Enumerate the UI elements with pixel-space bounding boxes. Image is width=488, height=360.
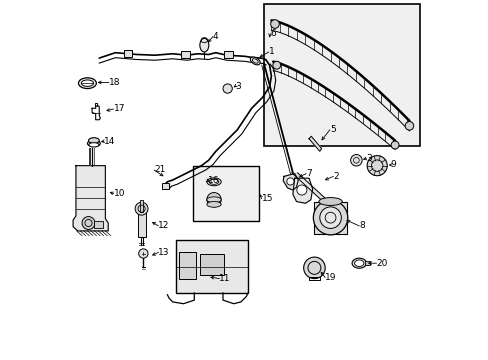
Text: 5: 5: [329, 125, 335, 134]
Text: 11: 11: [219, 274, 230, 283]
Circle shape: [135, 202, 148, 215]
Ellipse shape: [250, 57, 260, 65]
Circle shape: [303, 257, 325, 279]
Circle shape: [223, 84, 232, 93]
Circle shape: [270, 20, 279, 28]
Circle shape: [139, 249, 148, 258]
Ellipse shape: [200, 39, 208, 52]
Bar: [314, 202, 346, 234]
Ellipse shape: [206, 202, 221, 207]
Circle shape: [296, 185, 306, 195]
Text: 10: 10: [113, 189, 125, 198]
Bar: [181, 51, 189, 58]
Circle shape: [366, 156, 386, 176]
Bar: [137, 212, 145, 237]
Bar: [192, 166, 258, 221]
Text: 13: 13: [158, 248, 170, 257]
Bar: [140, 200, 143, 212]
Text: 15: 15: [261, 194, 273, 203]
Text: 19: 19: [325, 273, 336, 282]
Text: 14: 14: [104, 137, 115, 146]
Text: 21: 21: [154, 166, 165, 175]
Bar: [162, 183, 169, 189]
Bar: [364, 261, 369, 265]
Circle shape: [206, 193, 221, 207]
Circle shape: [319, 207, 341, 228]
Bar: [179, 252, 196, 279]
Text: 8: 8: [359, 221, 364, 230]
Circle shape: [405, 122, 413, 130]
Polygon shape: [292, 178, 312, 203]
Circle shape: [350, 154, 362, 166]
Bar: [199, 254, 224, 275]
Text: 7: 7: [305, 169, 311, 178]
Bar: [94, 221, 102, 228]
Text: 3: 3: [366, 154, 371, 163]
Polygon shape: [283, 174, 298, 190]
Ellipse shape: [318, 198, 342, 206]
Ellipse shape: [354, 260, 363, 266]
Circle shape: [390, 141, 398, 149]
Ellipse shape: [206, 197, 221, 203]
Text: 2: 2: [333, 172, 338, 181]
Text: 6: 6: [270, 29, 276, 38]
Text: 16: 16: [207, 176, 219, 185]
Circle shape: [313, 201, 347, 235]
Circle shape: [82, 217, 95, 229]
Ellipse shape: [87, 140, 100, 147]
Text: 20: 20: [376, 259, 387, 268]
Circle shape: [272, 61, 280, 69]
Text: 1: 1: [268, 48, 274, 57]
Circle shape: [286, 178, 293, 185]
Text: 18: 18: [109, 78, 120, 87]
Text: 3: 3: [235, 82, 241, 91]
Ellipse shape: [209, 179, 218, 184]
Bar: [264, 4, 419, 146]
Text: 4: 4: [212, 32, 218, 41]
Bar: [224, 51, 232, 58]
Ellipse shape: [351, 258, 366, 268]
Ellipse shape: [88, 138, 99, 143]
Text: 9: 9: [390, 161, 396, 170]
Text: 17: 17: [113, 104, 125, 113]
Text: 12: 12: [158, 221, 169, 230]
Ellipse shape: [78, 78, 96, 89]
Bar: [176, 240, 247, 293]
Ellipse shape: [206, 178, 221, 186]
Polygon shape: [308, 136, 321, 151]
Ellipse shape: [89, 143, 99, 147]
Bar: [123, 50, 132, 57]
Ellipse shape: [81, 80, 93, 86]
Polygon shape: [73, 166, 108, 231]
